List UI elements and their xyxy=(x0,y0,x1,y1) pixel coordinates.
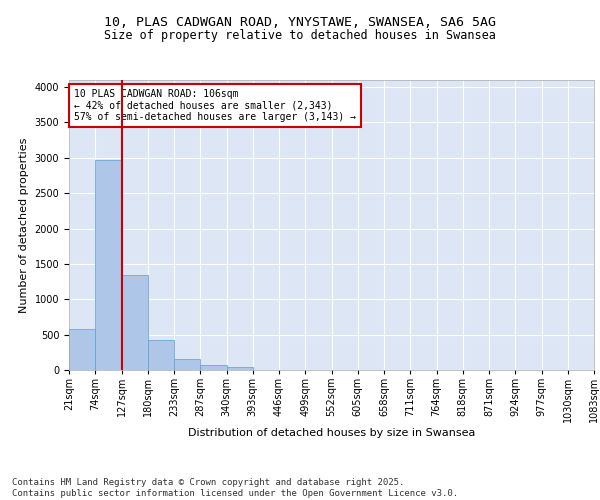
Bar xyxy=(200,365,227,370)
Text: Size of property relative to detached houses in Swansea: Size of property relative to detached ho… xyxy=(104,30,496,43)
Bar xyxy=(227,367,253,370)
X-axis label: Distribution of detached houses by size in Swansea: Distribution of detached houses by size … xyxy=(188,428,475,438)
Bar xyxy=(174,359,200,370)
Text: Contains HM Land Registry data © Crown copyright and database right 2025.
Contai: Contains HM Land Registry data © Crown c… xyxy=(12,478,458,498)
Text: 10 PLAS CADWGAN ROAD: 106sqm
← 42% of detached houses are smaller (2,343)
57% of: 10 PLAS CADWGAN ROAD: 106sqm ← 42% of de… xyxy=(74,88,356,122)
Text: 10, PLAS CADWGAN ROAD, YNYSTAWE, SWANSEA, SA6 5AG: 10, PLAS CADWGAN ROAD, YNYSTAWE, SWANSEA… xyxy=(104,16,496,29)
Y-axis label: Number of detached properties: Number of detached properties xyxy=(19,138,29,312)
Bar xyxy=(95,160,121,370)
Bar xyxy=(69,329,95,370)
Bar xyxy=(148,340,174,370)
Bar xyxy=(121,275,148,370)
